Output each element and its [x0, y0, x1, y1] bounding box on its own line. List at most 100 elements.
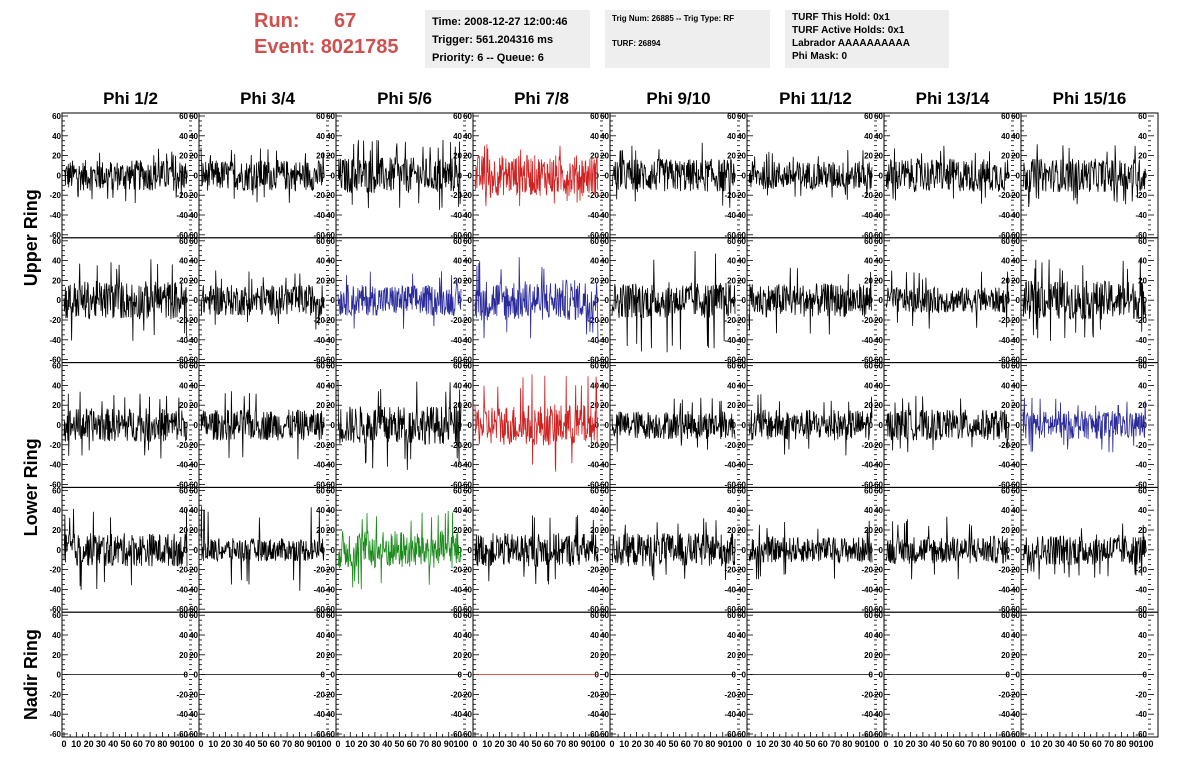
y-tick-label: -60 — [1135, 605, 1147, 614]
y-tick-label: -60 — [1135, 480, 1147, 489]
y-tick-label: 0 — [331, 546, 336, 555]
y-tick-label: 0 — [1143, 296, 1148, 305]
x-tick-label: 20 — [495, 739, 505, 749]
y-tick-label: 0 — [605, 671, 610, 680]
y-tick-label: -20 — [587, 441, 599, 450]
x-tick-label: 90 — [307, 739, 317, 749]
y-tick-label: 40 — [874, 132, 883, 141]
y-tick-label: -40 — [186, 710, 198, 719]
y-tick-label: 60 — [463, 362, 472, 371]
waveform-trace — [1022, 397, 1147, 453]
y-tick-label: -40 — [1135, 211, 1147, 220]
y-tick-label: -20 — [49, 316, 61, 325]
y-tick-label: -60 — [49, 605, 61, 614]
y-tick-label: -40 — [998, 336, 1010, 345]
y-tick-label: -60 — [1135, 356, 1147, 365]
y-tick-label: -40 — [1008, 336, 1020, 345]
y-tick-label: 20 — [453, 276, 462, 285]
y-tick-label: 40 — [1011, 631, 1020, 640]
column-header: Phi 13/14 — [916, 89, 990, 108]
x-tick-label: 30 — [644, 739, 654, 749]
y-tick-label: 40 — [316, 631, 325, 640]
x-tick-label: 70 — [693, 739, 703, 749]
y-tick-label: 40 — [453, 506, 462, 515]
y-tick-label: 20 — [864, 276, 873, 285]
y-tick-label: 20 — [590, 276, 599, 285]
y-tick-label: 40 — [463, 132, 472, 141]
y-tick-label: 60 — [1138, 237, 1147, 246]
y-tick-label: -60 — [49, 231, 61, 240]
y-tick-label: 20 — [1011, 651, 1020, 660]
y-tick-label: -20 — [597, 690, 609, 699]
y-tick-label: -20 — [323, 566, 335, 575]
y-tick-label: 20 — [189, 526, 198, 535]
y-tick-label: -60 — [1008, 356, 1020, 365]
y-tick-label: -40 — [597, 461, 609, 470]
y-tick-label: 20 — [600, 401, 609, 410]
y-tick-label: -20 — [313, 316, 325, 325]
x-tick-label: 60 — [133, 739, 143, 749]
y-tick-label: -60 — [587, 480, 599, 489]
x-tick-label: 30 — [233, 739, 243, 749]
y-tick-label: -20 — [460, 316, 472, 325]
y-tick-label: 0 — [1016, 296, 1021, 305]
y-tick-label: -40 — [861, 710, 873, 719]
waveform-trace — [474, 257, 599, 344]
y-tick-label: 60 — [600, 112, 609, 121]
y-tick-label: -60 — [734, 605, 746, 614]
y-tick-label: 0 — [194, 171, 199, 180]
waveform-trace — [885, 395, 1010, 453]
y-tick-label: 60 — [590, 611, 599, 620]
y-tick-label: 40 — [1138, 257, 1147, 266]
y-tick-label: -60 — [186, 730, 198, 739]
y-tick-label: 20 — [727, 152, 736, 161]
y-tick-label: -20 — [1008, 566, 1020, 575]
y-tick-label: -20 — [724, 566, 736, 575]
y-tick-label: 40 — [1001, 257, 1010, 266]
y-tick-label: 20 — [1138, 276, 1147, 285]
y-tick-label: 20 — [727, 526, 736, 535]
y-tick-label: 60 — [727, 237, 736, 246]
y-tick-label: 0 — [331, 171, 336, 180]
y-tick-label: -60 — [186, 480, 198, 489]
y-tick-label: -60 — [861, 605, 873, 614]
y-tick-label: 60 — [189, 486, 198, 495]
x-tick-label: 90 — [855, 739, 865, 749]
y-tick-label: 20 — [1138, 152, 1147, 161]
y-tick-label: -20 — [597, 191, 609, 200]
x-tick-label: 60 — [955, 739, 965, 749]
x-tick-label: 50 — [120, 739, 130, 749]
x-tick-label: 100 — [316, 739, 331, 749]
column-header: Phi 15/16 — [1053, 89, 1127, 108]
column-header: Phi 11/12 — [779, 89, 852, 108]
y-tick-label: 40 — [1138, 631, 1147, 640]
waveform-trace — [63, 391, 188, 459]
y-tick-label: 40 — [1138, 506, 1147, 515]
y-tick-label: -40 — [176, 211, 188, 220]
y-tick-label: 60 — [737, 112, 746, 121]
y-tick-label: -60 — [734, 231, 746, 240]
y-tick-label: 0 — [468, 671, 473, 680]
run-event-block: Run: 67 Event: 8021785 — [254, 8, 399, 60]
y-tick-label: -40 — [724, 585, 736, 594]
y-tick-label: -40 — [450, 461, 462, 470]
y-tick-label: 40 — [600, 257, 609, 266]
y-tick-label: 40 — [727, 506, 736, 515]
y-tick-label: 60 — [179, 237, 188, 246]
y-tick-label: -20 — [323, 690, 335, 699]
y-tick-label: 40 — [1001, 631, 1010, 640]
y-tick-label: 60 — [316, 486, 325, 495]
y-tick-label: -40 — [313, 710, 325, 719]
y-tick-label: 40 — [727, 631, 736, 640]
y-tick-label: 0 — [194, 296, 199, 305]
y-tick-label: -60 — [871, 605, 883, 614]
y-tick-label: -40 — [186, 211, 198, 220]
